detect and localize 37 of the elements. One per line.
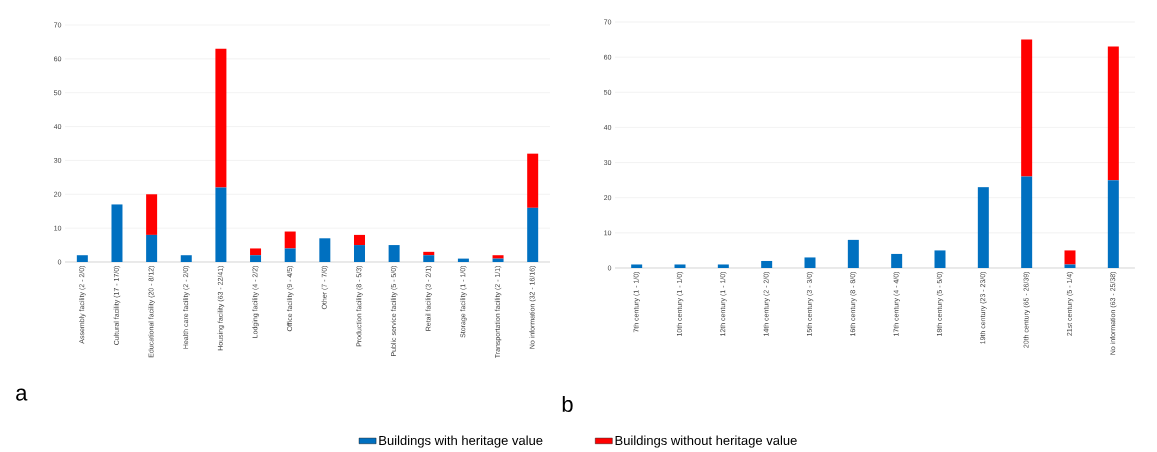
bar [111,204,123,262]
bar [631,264,643,268]
bar [1021,176,1033,268]
bar [847,239,859,268]
bar [527,153,539,208]
bar [1064,250,1076,265]
legend-label: Buildings with heritage value [379,435,543,448]
bar [761,260,773,268]
bar [215,187,227,262]
bar [76,255,88,262]
bar [423,255,435,262]
bar [180,255,192,262]
bar [977,187,989,268]
bar [353,245,365,262]
bar [388,245,400,262]
text: b [562,395,573,413]
bar [1107,46,1119,181]
bar [891,253,903,268]
bar [1107,180,1119,268]
bar [1064,264,1076,268]
legend-label: Buildings without heritage value [615,435,797,448]
bar [353,234,365,246]
bar [146,234,158,262]
bar [250,248,262,256]
bar [284,248,296,262]
bar [215,48,227,188]
bar [250,255,262,262]
bar [1021,39,1033,177]
bar [934,250,946,268]
text: a [16,388,28,401]
bar [527,207,539,262]
bar [284,231,296,249]
bar [319,238,331,262]
bar [146,194,158,235]
bar [804,257,816,268]
bar [674,264,686,268]
bar [717,264,729,268]
